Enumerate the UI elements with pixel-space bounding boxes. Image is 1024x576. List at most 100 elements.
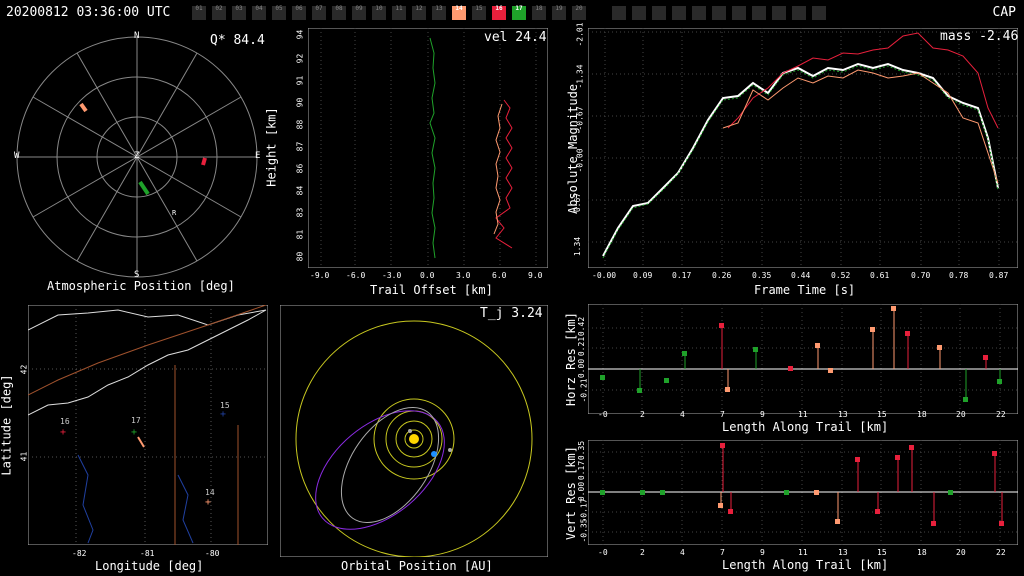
camera-tile-20[interactable]: 20 <box>572 5 586 20</box>
svg-text:+: + <box>205 497 211 508</box>
camera-tile-empty <box>632 6 646 20</box>
station-code: CAP <box>992 5 1016 20</box>
mag-ylabel: Absolute Magnitude <box>566 83 581 215</box>
horz-residual-plot <box>588 304 1018 414</box>
map-xlabel: Longitude [deg] <box>95 559 204 573</box>
orbit-plot <box>280 305 548 557</box>
mag-x-ticks: -0.00 0.09 0.17 0.26 0.35 0.44 0.52 0.61… <box>592 271 1009 280</box>
north-label: N <box>134 31 140 41</box>
zenith-label: Z <box>134 151 140 161</box>
camera-tile-label: 12 <box>415 5 423 12</box>
camera-tile-empty <box>692 6 706 20</box>
camera-tile-04[interactable]: 04 <box>252 5 266 20</box>
sky-plot-title: Atmospheric Position [deg] <box>47 279 235 293</box>
camera-tile-empty <box>792 6 806 20</box>
east-label: E <box>255 151 261 161</box>
camera-tile-label: 20 <box>575 5 583 12</box>
camera-tile-label: 04 <box>255 5 263 12</box>
velocity-readout: vel 24.4 <box>484 30 547 45</box>
camera-tile-label: 17 <box>515 5 523 12</box>
station-label-14: 14 <box>205 488 215 497</box>
camera-tile-label: 07 <box>315 5 323 12</box>
camera-tile-07[interactable]: 07 <box>312 5 326 20</box>
svg-text:+: + <box>220 409 226 420</box>
south-label: S <box>134 270 140 280</box>
map-ylabel: Latitude [deg] <box>0 374 14 476</box>
camera-tile-empty <box>712 6 726 20</box>
camera-tile-label: 13 <box>435 5 443 12</box>
west-label: W <box>14 151 20 161</box>
camera-tile-label: 15 <box>475 5 483 12</box>
camera-tile-14[interactable]: 14 <box>452 5 466 20</box>
camera-tile-label: 05 <box>275 5 283 12</box>
magnitude-plot <box>588 28 1018 268</box>
height-xlabel: Trail Offset [km] <box>370 283 493 297</box>
height-plot <box>308 28 548 268</box>
camera-tile-10[interactable]: 10 <box>372 5 386 20</box>
camera-tile-17[interactable]: 17 <box>512 5 526 20</box>
camera-tile-label: 06 <box>295 5 303 12</box>
tj-readout: T_j 3.24 <box>480 306 543 321</box>
timestamp: 20200812 03:36:00 UTC <box>6 5 171 20</box>
map-plot: + + + + <box>28 305 268 545</box>
camera-tile-empty <box>752 6 766 20</box>
camera-tile-empty <box>672 6 686 20</box>
camera-tile-label: 11 <box>395 5 403 12</box>
camera-tile-label: 01 <box>195 5 203 12</box>
camera-tile-empty <box>772 6 786 20</box>
camera-tile-19[interactable]: 19 <box>552 5 566 20</box>
vert-x-ticks: -0 2 4 7 9 11 13 15 18 20 22 <box>598 548 1006 557</box>
camera-tile-09[interactable]: 09 <box>352 5 366 20</box>
camera-tile-label: 02 <box>215 5 223 12</box>
camera-tile-label: 10 <box>375 5 383 12</box>
mass-readout: mass -2.46 <box>940 29 1019 44</box>
radiant-label: R <box>172 209 177 217</box>
height-x-ticks: -9.0 -6.0 -3.0 0.0 3.0 6.0 9.0 <box>310 271 543 280</box>
vert-residual-plot <box>588 440 1018 545</box>
camera-tile-empty <box>612 6 626 20</box>
camera-tile-label: 19 <box>555 5 563 12</box>
camera-tile-empty <box>812 6 826 20</box>
sky-position-plot <box>16 36 258 278</box>
station-label-17: 17 <box>131 416 141 425</box>
station-label-15: 15 <box>220 401 230 410</box>
camera-tile-15[interactable]: 15 <box>472 5 486 20</box>
camera-tile-empty <box>652 6 666 20</box>
camera-tile-01[interactable]: 01 <box>192 5 206 20</box>
camera-tile-label: 16 <box>495 5 503 12</box>
camera-tile-label: 08 <box>335 5 343 12</box>
map-xtick-2: -80 <box>205 549 220 558</box>
vert-ylabel: Vert Res [km] <box>563 446 578 540</box>
camera-tile-empty <box>732 6 746 20</box>
map-ytick-0: 42 <box>19 364 29 375</box>
camera-tile-11[interactable]: 11 <box>392 5 406 20</box>
camera-tile-02[interactable]: 02 <box>212 5 226 20</box>
camera-tile-03[interactable]: 03 <box>232 5 246 20</box>
camera-tile-12[interactable]: 12 <box>412 5 426 20</box>
orbit-xlabel: Orbital Position [AU] <box>341 559 493 573</box>
map-xtick-0: -82 <box>72 549 87 558</box>
svg-text:+: + <box>131 427 137 438</box>
camera-tile-05[interactable]: 05 <box>272 5 286 20</box>
svg-text:+: + <box>60 427 66 438</box>
camera-tile-06[interactable]: 06 <box>292 5 306 20</box>
horz-ylabel: Horz Res [km] <box>563 312 578 406</box>
horz-xlabel: Length Along Trail [km] <box>722 420 889 434</box>
camera-tile-13[interactable]: 13 <box>432 5 446 20</box>
height-y-ticks: 94 92 91 90 88 87 86 84 83 81 80 <box>295 29 305 262</box>
camera-tile-16[interactable]: 16 <box>492 5 506 20</box>
camera-tile-label: 03 <box>235 5 243 12</box>
vert-xlabel: Length Along Trail [km] <box>722 558 889 572</box>
camera-tile-label: 18 <box>535 5 543 12</box>
q-star-readout: Q* 84.4 <box>210 33 265 48</box>
station-label-16: 16 <box>60 417 70 426</box>
map-ytick-1: 41 <box>19 451 29 462</box>
mag-xlabel: Frame Time [s] <box>754 283 856 297</box>
horz-x-ticks: -0 2 4 7 9 11 13 15 18 20 22 <box>598 410 1006 419</box>
camera-tile-18[interactable]: 18 <box>532 5 546 20</box>
height-ylabel: Height [km] <box>264 107 279 187</box>
camera-tile-08[interactable]: 08 <box>332 5 346 20</box>
camera-tile-label: 09 <box>355 5 363 12</box>
map-xtick-1: -81 <box>140 549 155 558</box>
camera-tile-label: 14 <box>455 5 463 12</box>
